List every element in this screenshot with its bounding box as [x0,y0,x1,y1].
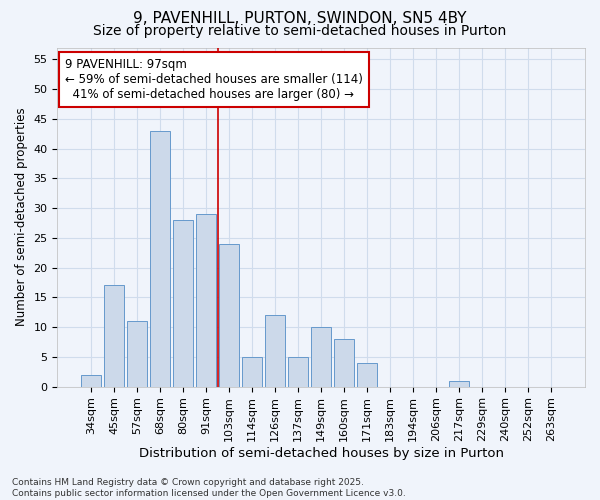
Text: 9 PAVENHILL: 97sqm
← 59% of semi-detached houses are smaller (114)
  41% of semi: 9 PAVENHILL: 97sqm ← 59% of semi-detache… [65,58,363,100]
Bar [220,244,239,386]
X-axis label: Distribution of semi-detached houses by size in Purton: Distribution of semi-detached houses by … [139,447,504,460]
Bar [311,327,331,386]
Bar [289,357,308,386]
Text: 9, PAVENHILL, PURTON, SWINDON, SN5 4BY: 9, PAVENHILL, PURTON, SWINDON, SN5 4BY [133,11,467,26]
Bar [104,286,124,386]
Bar [265,315,285,386]
Bar [196,214,216,386]
Bar [173,220,193,386]
Bar [242,357,262,386]
Text: Size of property relative to semi-detached houses in Purton: Size of property relative to semi-detach… [94,24,506,38]
Bar [334,339,354,386]
Bar [82,374,101,386]
Bar [151,131,170,386]
Bar [449,380,469,386]
Bar [358,363,377,386]
Bar [127,321,147,386]
Y-axis label: Number of semi-detached properties: Number of semi-detached properties [15,108,28,326]
Text: Contains HM Land Registry data © Crown copyright and database right 2025.
Contai: Contains HM Land Registry data © Crown c… [12,478,406,498]
